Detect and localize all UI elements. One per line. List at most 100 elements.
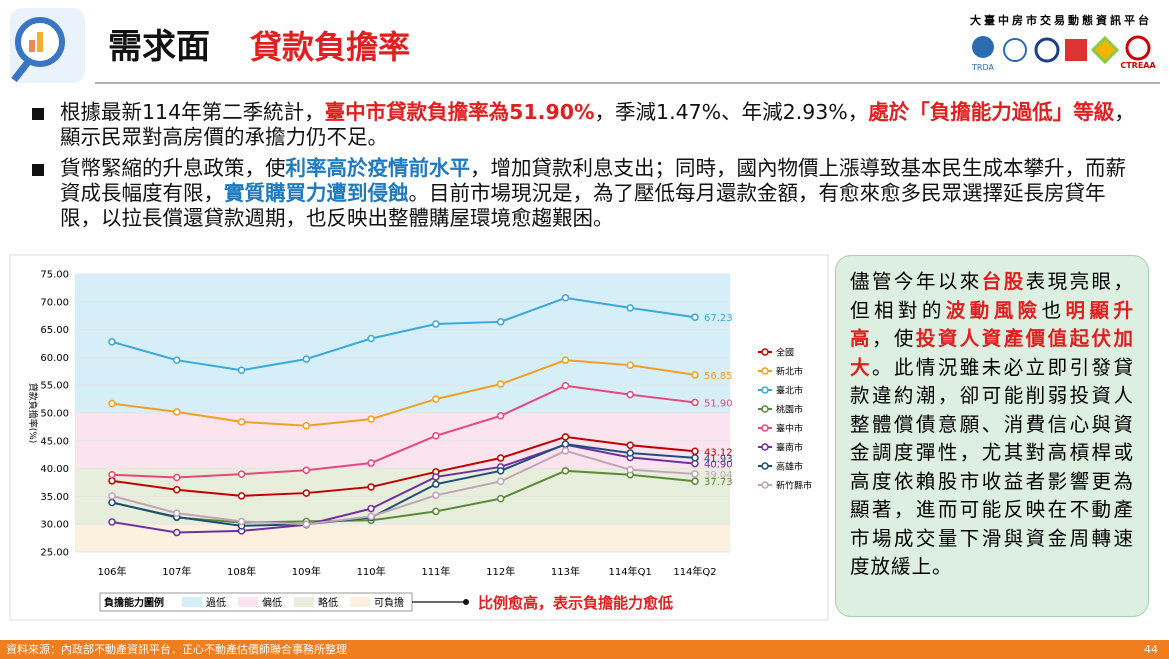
point xyxy=(432,320,440,328)
footer-bar xyxy=(0,640,1169,659)
page-number: 44 xyxy=(1144,643,1158,656)
logo-icon xyxy=(1034,37,1060,63)
text-run: ，顯示民眾對高房價的承擔力仍不足。 xyxy=(60,100,1135,149)
point xyxy=(173,509,181,517)
text-run: 貨幣緊縮的升息政策，使 xyxy=(60,156,286,180)
text-run: 台股 xyxy=(981,270,1026,293)
series-line xyxy=(111,435,696,497)
point xyxy=(237,517,246,526)
band-swatch xyxy=(182,597,202,607)
y-tick-label: 70.00 xyxy=(40,297,69,308)
point xyxy=(496,454,505,462)
point xyxy=(367,504,375,513)
value-label: 40.90 xyxy=(704,460,733,471)
note-dot xyxy=(463,599,469,605)
legend-swatch xyxy=(761,443,769,451)
text-run: 表現亮眼，但相對的 xyxy=(850,270,1134,322)
point xyxy=(561,447,570,455)
x-tick-label: 110年 xyxy=(357,565,386,578)
point xyxy=(561,467,570,475)
legend-label: 桃園市 xyxy=(776,404,803,416)
point xyxy=(626,304,634,312)
point xyxy=(302,466,311,475)
y-tick-label: 75.00 xyxy=(40,270,69,281)
value-label: 51.90 xyxy=(704,398,733,409)
point xyxy=(173,356,181,364)
legend-label: 臺南市 xyxy=(776,442,803,454)
value-label: 39.04 xyxy=(704,470,733,481)
point xyxy=(691,313,699,321)
logo-text: TRDA xyxy=(971,63,994,72)
band-label: 略低 xyxy=(318,596,338,609)
point xyxy=(432,432,440,440)
text-run: 。目前市場現況是，為了壓低每月還款金額，有愈來愈多民眾選擇延長房貸年限，以拉長償… xyxy=(60,181,1106,230)
point xyxy=(496,380,505,388)
series-line xyxy=(111,449,696,526)
legend-label: 全國 xyxy=(776,347,794,359)
legend-label: 臺北市 xyxy=(776,385,803,397)
y-tick-label: 60.00 xyxy=(40,353,69,364)
point xyxy=(173,485,181,494)
text-run: 。此情況雖未必立即引發貸款違約潮，卻可能削弱投資人整體償債意願、消費信心與資金調… xyxy=(850,355,1134,579)
series-line xyxy=(111,443,696,527)
legend-label: 臺中市 xyxy=(776,423,803,435)
point xyxy=(496,318,505,326)
note: 比例愈高，表示負擔能力愈低 xyxy=(478,594,673,612)
legend-label: 高雄市 xyxy=(776,461,803,473)
bullet: 根據最新114年第二季統計，臺中市貸款負擔率為51.90%，季減1.47%、年減… xyxy=(30,100,1145,150)
sidebar: 儘管今年以來台股表現亮眼，但相對的波動風險也明顯升高，使投資人資產價值起伏加大。… xyxy=(835,255,1149,617)
logo-icon xyxy=(1090,35,1120,65)
text-run: 實質購買力遭到侵蝕 xyxy=(224,181,409,205)
text-run: 臺中市貸款負擔率為51.90% xyxy=(324,100,595,124)
x-tick-label: 113年 xyxy=(551,565,580,578)
legend-label: 新竹縣市 xyxy=(776,480,812,492)
value-label: 67.23 xyxy=(704,313,733,324)
logo-icon xyxy=(1003,38,1027,62)
text-run: 根據最新114年第二季統計， xyxy=(60,100,325,124)
point xyxy=(367,483,375,491)
x-tick-label: 114年Q1 xyxy=(609,565,652,578)
text-run: ，增加貸款利息支出；同時，國內物價上漲導致基本民生成本攀升，而薪資成長幅度有限， xyxy=(60,156,1126,205)
value-label: 41.93 xyxy=(704,454,733,465)
text-run: 處於「負擔能力過低」等級 xyxy=(868,100,1115,124)
band xyxy=(75,274,730,413)
logo-icon xyxy=(1065,39,1087,61)
subtitle: 貸款負擔率 xyxy=(250,28,410,66)
point xyxy=(432,395,440,403)
platform: 大臺中房市交易動態資訊平台 xyxy=(970,13,1152,27)
point xyxy=(302,355,311,363)
point xyxy=(432,507,440,516)
band-label: 過低 xyxy=(206,596,226,609)
point xyxy=(496,467,505,475)
point xyxy=(432,473,440,481)
logo-bar xyxy=(29,40,35,52)
series-line xyxy=(111,443,696,534)
point xyxy=(561,440,570,448)
logo-text: CTREAA xyxy=(1120,61,1156,70)
point xyxy=(496,494,505,503)
legend-swatch xyxy=(761,386,769,394)
point xyxy=(108,492,116,500)
point xyxy=(302,520,311,528)
point xyxy=(626,390,634,399)
value-label: 56.85 xyxy=(704,371,733,382)
y-tick-label: 30.00 xyxy=(40,520,69,531)
text-run: 利率高於疫情前水平 xyxy=(285,156,471,180)
x-tick-label: 106年 xyxy=(97,565,126,578)
series-line xyxy=(111,384,696,479)
text-run: 明顯升高 xyxy=(850,298,1134,351)
logo-handle xyxy=(11,59,31,83)
point xyxy=(108,518,116,526)
text-run: ，使 xyxy=(871,327,916,350)
point xyxy=(108,338,116,346)
point xyxy=(108,498,116,507)
text-run: 也 xyxy=(1041,298,1066,322)
title: 需求面 xyxy=(108,27,210,67)
legend-swatch xyxy=(761,424,769,432)
legend-swatch xyxy=(761,481,769,489)
x-tick-label: 114年Q2 xyxy=(673,565,716,578)
point xyxy=(237,492,246,500)
legend-swatch xyxy=(761,405,769,413)
logo-icon xyxy=(1125,35,1151,61)
x-tick-label: 108年 xyxy=(227,565,256,578)
